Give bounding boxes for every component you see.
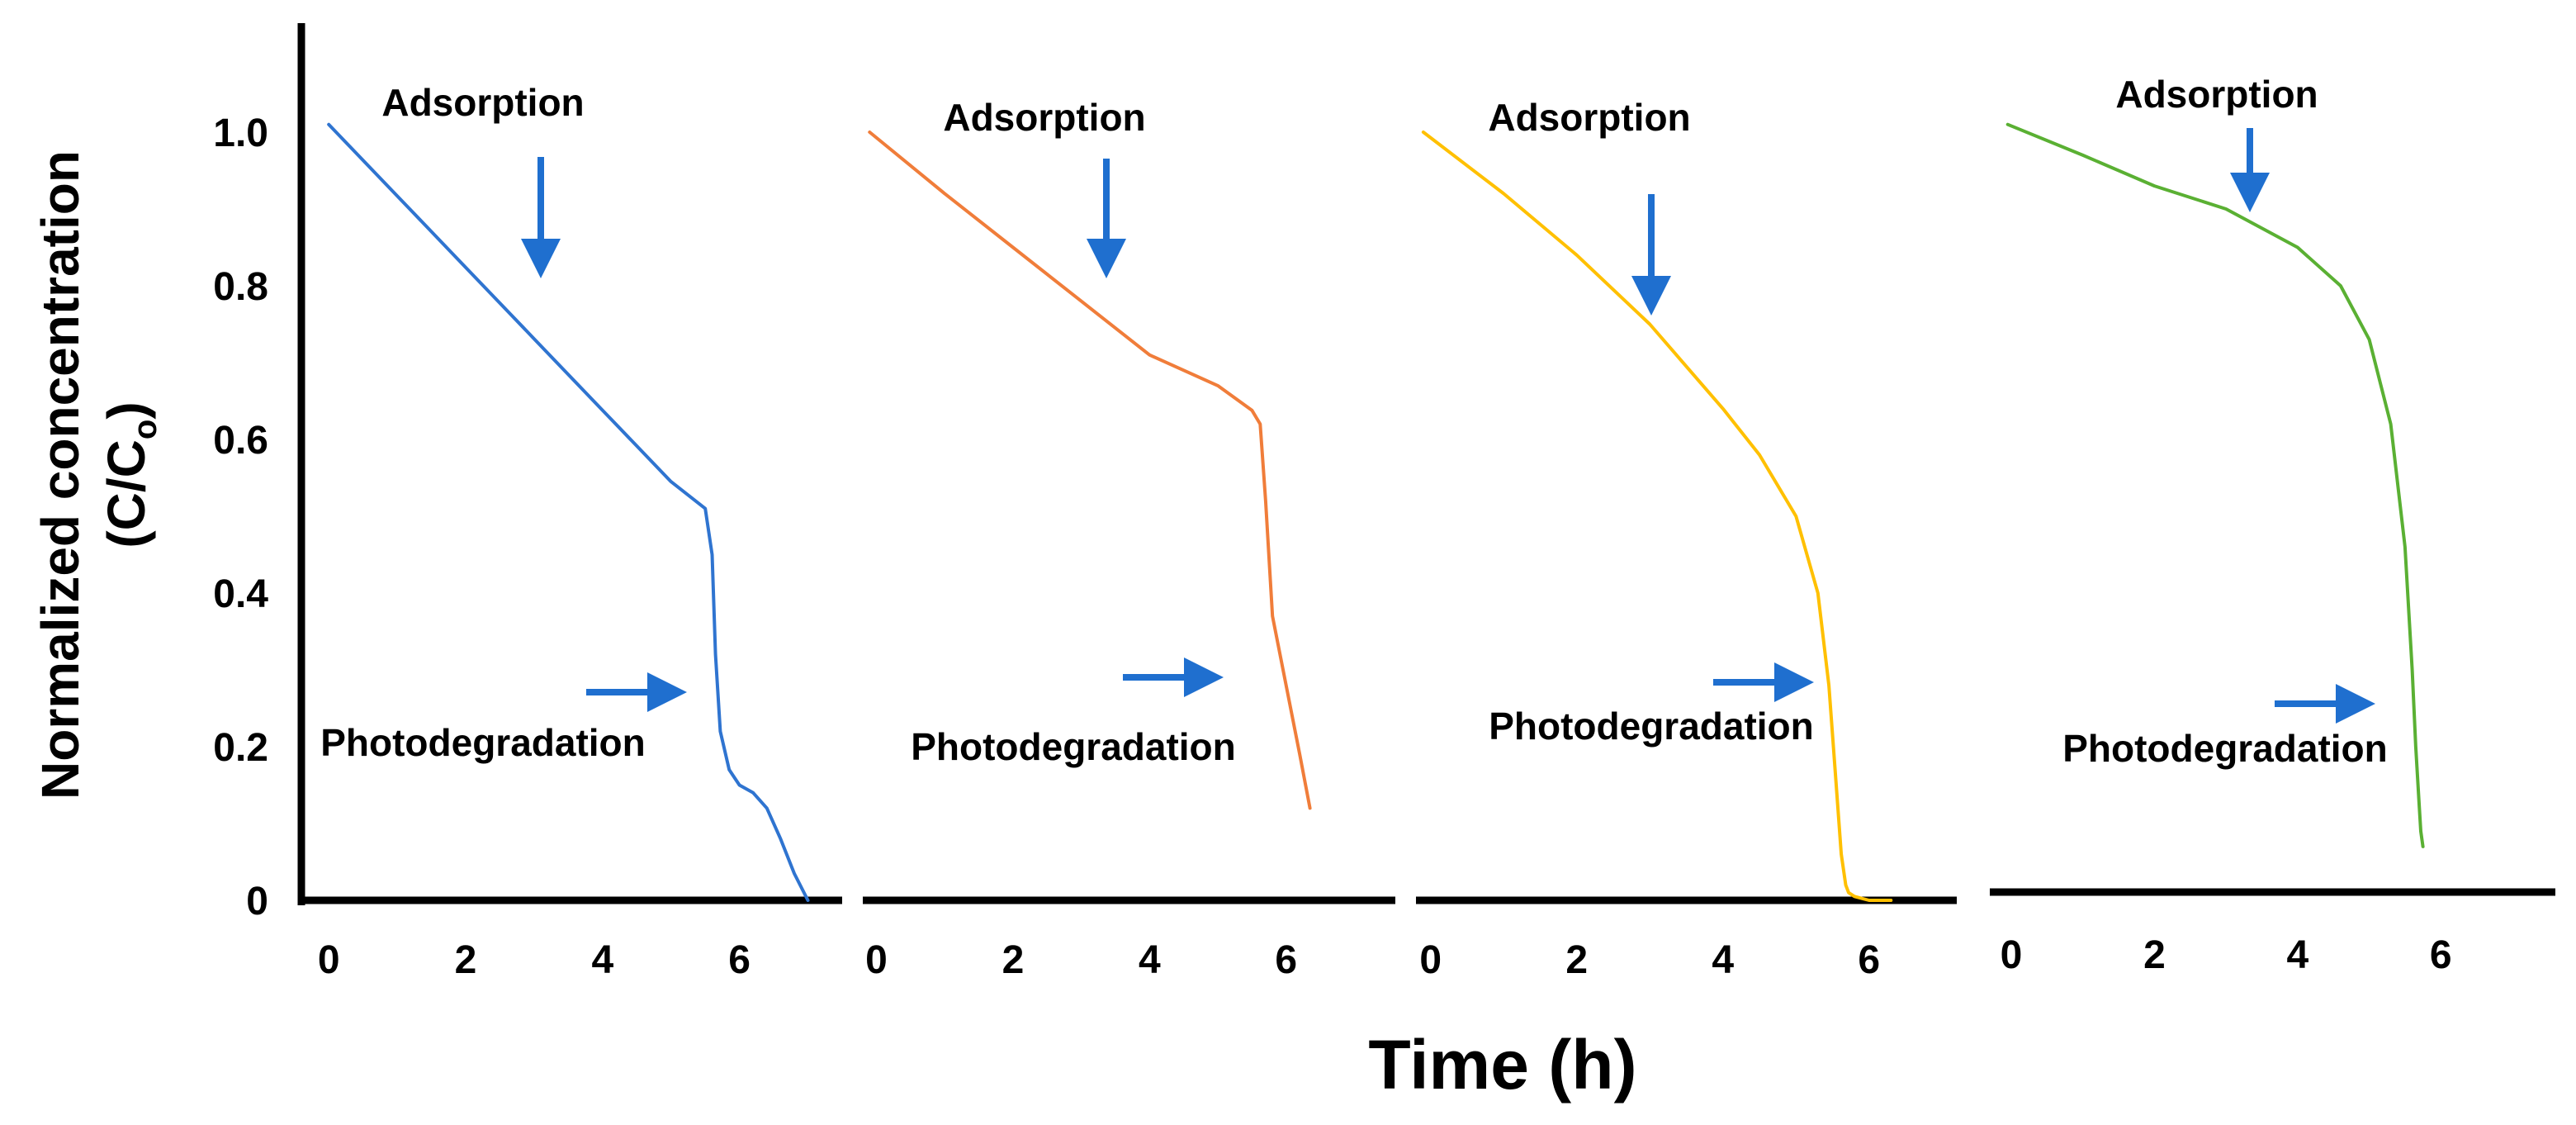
y-tick-label: 1.0	[213, 112, 268, 155]
y-axis-subtitle-suffix: )	[97, 401, 156, 419]
x-tick-label: 0	[1419, 938, 1442, 982]
y-tick-label: 0.2	[213, 726, 268, 770]
series-line	[868, 131, 1312, 810]
adsorption-label: Adsorption	[1488, 96, 1690, 139]
x-tick-label: 0	[865, 938, 888, 982]
y-axis-subtitle-prefix: (C/C	[97, 439, 156, 548]
x-axis-title: Time (h)	[1368, 1026, 1636, 1104]
x-tick-label: 2	[1002, 938, 1025, 982]
x-tick-label: 2	[2143, 933, 2166, 977]
x-tick-label: 6	[1858, 938, 1880, 982]
x-tick-label: 4	[1139, 938, 1161, 982]
panel-4: 0 2 4 6 Adsorption Photodegradation	[1990, 73, 2555, 977]
y-axis-title: Normalized concentration	[31, 150, 90, 800]
y-tick-label: 0.8	[213, 265, 268, 309]
x-tick-label: 6	[2430, 933, 2452, 977]
x-tick-label: 0	[318, 938, 340, 982]
adsorption-label: Adsorption	[381, 81, 584, 124]
panel-2: 0 2 4 6 Adsorption Photodegradation	[863, 96, 1395, 982]
x-tick-label: 4	[1712, 938, 1734, 982]
x-tick-label: 4	[591, 938, 613, 982]
photodegradation-label: Photodegradation	[911, 725, 1236, 768]
y-axis-subtitle-subscript: o	[127, 420, 163, 439]
photodegradation-label: Photodegradation	[2062, 727, 2388, 770]
x-tick-label: 6	[1275, 938, 1297, 982]
y-tick-label: 0	[246, 880, 268, 923]
panel-3: 0 2 4 6 Adsorption Photodegradation	[1416, 96, 1957, 982]
y-tick-label: 0.6	[213, 419, 268, 463]
y-axis-subtitle: (C/Co)	[97, 401, 163, 548]
adsorption-label: Adsorption	[943, 96, 1145, 139]
x-tick-label: 6	[728, 938, 751, 982]
series-line	[1421, 131, 1893, 902]
series-line	[327, 122, 810, 902]
adsorption-label: Adsorption	[2115, 73, 2318, 116]
x-tick-label: 2	[1565, 938, 1588, 982]
photodegradation-label: Photodegradation	[320, 721, 646, 764]
photodegradation-label: Photodegradation	[1489, 705, 1814, 748]
series-line	[2005, 122, 2425, 848]
x-tick-label: 2	[455, 938, 477, 982]
x-tick-label: 0	[2001, 933, 2023, 977]
x-tick-label: 4	[2286, 933, 2308, 977]
y-tick-label: 0.4	[213, 572, 268, 616]
panel-1: 0 2 4 6 Adsorption Photodegradation	[301, 81, 842, 982]
